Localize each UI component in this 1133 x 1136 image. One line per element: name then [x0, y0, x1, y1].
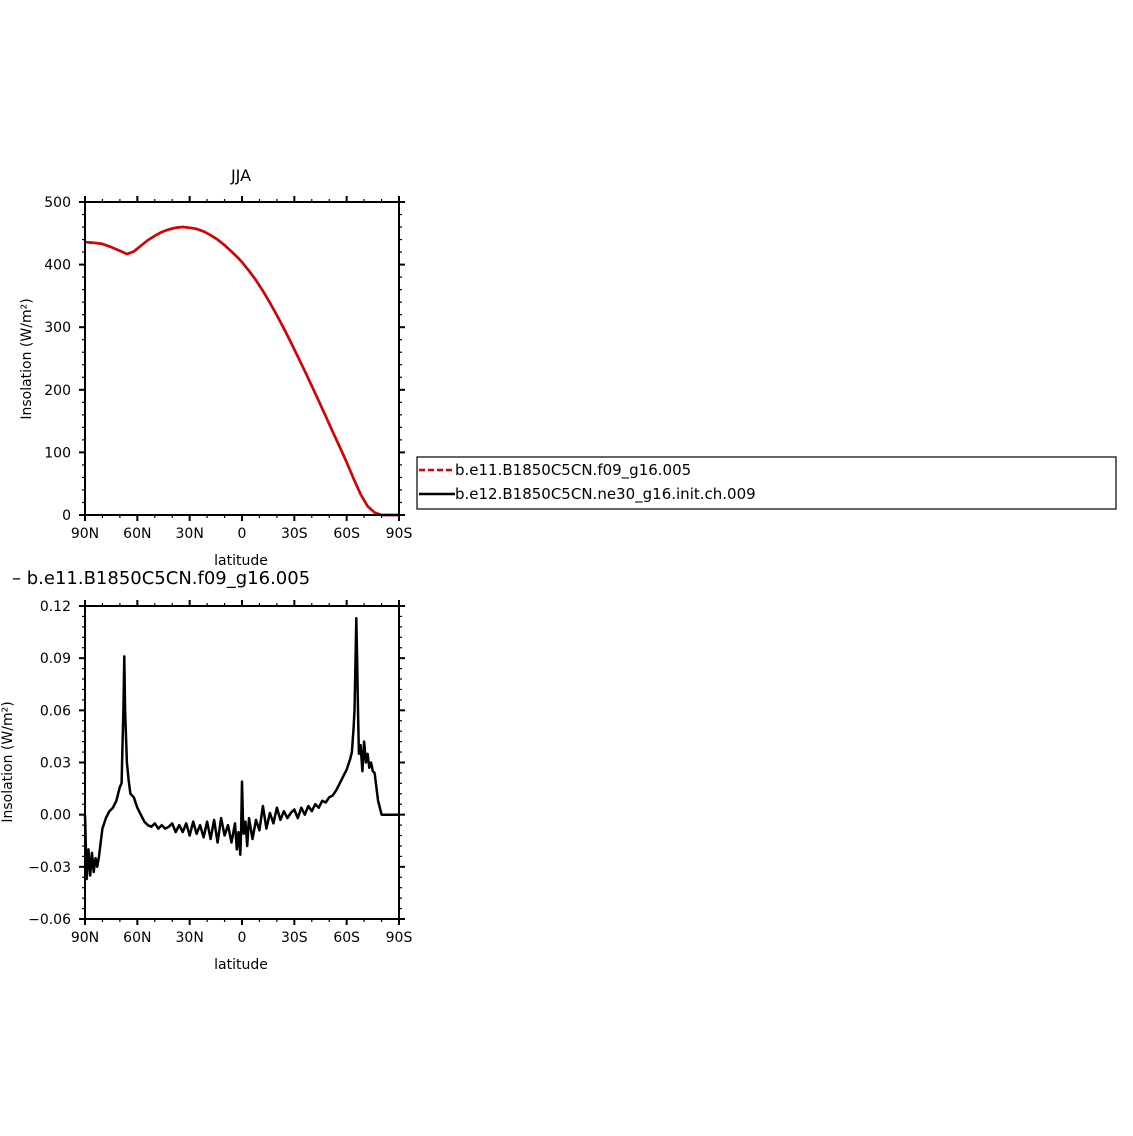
x-tick-label: 30S	[281, 930, 308, 946]
x-tick-label: 60S	[333, 526, 360, 542]
y-tick-label: 0.03	[40, 756, 71, 772]
top-x-axis-label: latitude	[214, 553, 268, 569]
top-plot-area: 90N 60N 30N 0 30S 60S 90S 0 100 200 300 400 500	[44, 195, 412, 542]
y-tick-label: 100	[44, 445, 71, 461]
series-line-1	[83, 616, 399, 881]
bottom-plot-frame	[84, 605, 400, 920]
y-tick-label: 0.00	[40, 808, 71, 824]
x-tick-label: 0	[238, 930, 247, 946]
y-tick-label: 500	[44, 195, 71, 211]
top-panel-title: JJA	[230, 166, 251, 185]
bottom-y-axis-label: Insolation (W/m²)	[0, 701, 16, 822]
bottom-x-axis-label: latitude	[214, 957, 268, 973]
x-tick-label: 60N	[123, 930, 151, 946]
bottom-panel: – b.e11.B1850C5CN.f09_g16.005 90N 60N 30N 0…	[0, 568, 412, 973]
bottom-panel-title: – b.e11.B1850C5CN.f09_g16.005	[12, 568, 310, 589]
x-tick-label: 30S	[281, 526, 308, 542]
x-tick-label: 90N	[71, 930, 99, 946]
x-tick-label: 60S	[333, 930, 360, 946]
x-tick-label: 90S	[386, 930, 413, 946]
x-tick-label: 60N	[123, 526, 151, 542]
top-plot-frame	[84, 201, 400, 516]
legend: b.e11.B1850C5CN.f09_g16.005 b.e12.B1850C…	[416, 456, 1117, 510]
x-tick-label: 90S	[386, 526, 413, 542]
y-tick-label: 400	[44, 258, 71, 274]
y-tick-label: −0.06	[28, 912, 71, 928]
legend-label-2: b.e12.B1850C5CN.ne30_g16.init.ch.009	[455, 485, 756, 504]
x-tick-label: 0	[238, 526, 247, 542]
y-tick-label: 0.12	[40, 599, 71, 615]
bottom-plot-area: 90N 60N 30N 0 30S 60S 90S −0.06 −0.03 0.00 0.03 0.0…	[28, 599, 412, 946]
top-panel: JJA 90N 60N 30N 0 30S 60S 90S0100200300400500 …	[19, 166, 412, 569]
legend-label-1: b.e11.B1850C5CN.f09_g16.005	[455, 461, 691, 480]
x-tick-label: 90N	[71, 526, 99, 542]
y-tick-label: 300	[44, 320, 71, 336]
y-tick-label: 200	[44, 383, 71, 399]
top-y-axis-label: Insolation (W/m²)	[19, 298, 35, 419]
legend-box	[416, 456, 1117, 510]
y-tick-label: 0	[62, 508, 71, 524]
y-tick-label: 0.06	[40, 703, 71, 719]
x-tick-label: 30N	[176, 526, 204, 542]
series-line-1	[84, 225, 399, 517]
y-tick-label: −0.03	[28, 860, 71, 876]
x-tick-label: 30N	[176, 930, 204, 946]
y-tick-label: 0.09	[40, 651, 71, 667]
